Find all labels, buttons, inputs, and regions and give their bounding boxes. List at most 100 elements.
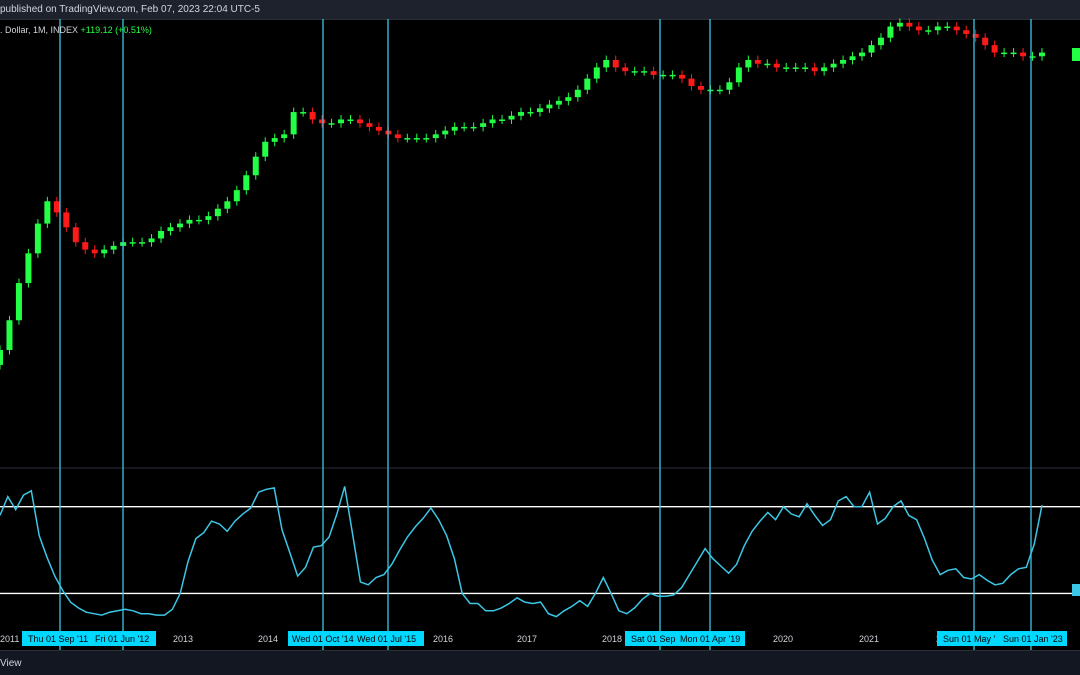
candle-body: [148, 238, 155, 243]
candle-body: [641, 71, 648, 73]
marker-tag-label: Wed 01 Jul '15: [357, 634, 416, 644]
candle-body: [262, 141, 269, 157]
candle-body: [735, 67, 742, 83]
candle-body: [214, 208, 221, 217]
candle-body: [91, 249, 98, 254]
right-price-markers: [1072, 48, 1080, 596]
candle-body: [53, 201, 60, 213]
candle-body: [110, 245, 117, 250]
candle-body: [783, 67, 790, 69]
publisher-info: published on TradingView.com, Feb 07, 20…: [0, 4, 260, 15]
candle-body: [233, 190, 240, 202]
candle-body: [15, 283, 22, 321]
marker-tag-box: [288, 631, 424, 646]
marker-tag-box: [625, 631, 745, 646]
candle-body: [631, 71, 638, 73]
candle-body: [849, 56, 856, 60]
candle-body: [101, 249, 108, 254]
candle-body: [1010, 52, 1017, 55]
candle-body: [290, 112, 297, 135]
candle-body: [72, 227, 79, 243]
candle-body: [82, 242, 89, 250]
candle-body: [603, 60, 610, 68]
candle-body: [176, 223, 183, 228]
oscillator-series: [0, 486, 1043, 618]
candle-body: [224, 201, 231, 209]
marker-tag-box: [22, 631, 156, 646]
candle-body: [859, 52, 866, 57]
candle-body: [830, 63, 837, 68]
oscillator-level-lines: [0, 506, 1080, 595]
footer-bar: View: [0, 650, 1080, 675]
candle-body: [764, 63, 771, 66]
x-tick-label: 2013: [173, 634, 193, 644]
marker-tag-label: Fri 01 Jun '12: [95, 634, 149, 644]
candle-body: [63, 212, 70, 228]
candle-body: [319, 119, 326, 124]
candle-body: [518, 112, 524, 116]
candle-body: [480, 123, 487, 127]
candle-body: [660, 74, 667, 77]
candle-body: [773, 63, 780, 68]
marker-tag-label: Wed 01 Oct '14: [292, 634, 354, 644]
candle-body: [442, 130, 449, 135]
candle-body: [366, 123, 373, 127]
candle-body: [423, 138, 430, 140]
candle-body: [375, 126, 382, 131]
marker-tag-label: Mon 01 Apr '19: [680, 634, 740, 644]
marker-date-tags: Thu 01 Sep '11 Fri 01 Jun '12 Wed 01 Oct '…: [22, 631, 1067, 646]
x-tick-label: 2020: [773, 634, 793, 644]
candle-body: [404, 138, 411, 140]
candle-body: [906, 22, 913, 27]
candle-body: [508, 115, 515, 120]
candle-body: [925, 30, 932, 32]
candle-body: [963, 30, 970, 34]
candle-body: [186, 219, 193, 224]
x-tick-label: 2021: [859, 634, 879, 644]
candle-body: [413, 138, 420, 140]
candle-body: [252, 156, 259, 176]
price-change: +119.12 (+0.51%): [80, 25, 152, 35]
candle-body: [25, 253, 32, 284]
candle-body: [1029, 56, 1036, 58]
candle-body: [726, 82, 733, 90]
candle-body: [612, 60, 619, 68]
candle-body: [622, 67, 629, 72]
candle-body: [840, 60, 847, 64]
candle-body: [650, 71, 657, 75]
x-tick-label: 2016: [433, 634, 453, 644]
candle-body: [205, 216, 212, 220]
candle-body: [934, 26, 941, 31]
candle-body: [574, 89, 581, 98]
oscillator-line: [0, 486, 1043, 618]
last-price-marker: [1072, 48, 1080, 61]
candle-body: [347, 119, 354, 121]
candle-body: [0, 350, 3, 365]
marker-tag-label: Sun 01 May ': [943, 634, 996, 644]
marker-tag-box: [937, 631, 1067, 646]
candle-body: [432, 134, 439, 139]
candle-body: [243, 175, 250, 191]
candlestick-series: [0, 18, 1045, 370]
candle-body: [555, 100, 562, 105]
candle-body: [271, 138, 278, 142]
candle-body: [34, 223, 41, 254]
candle-body: [489, 119, 496, 124]
candle-body: [688, 78, 695, 87]
candle-body: [167, 227, 174, 232]
candle-body: [584, 78, 591, 90]
marker-tag-label: Thu 01 Sep '11: [28, 634, 88, 644]
candle-body: [338, 119, 345, 124]
candle-body: [593, 67, 600, 79]
candle-body: [944, 26, 951, 29]
x-tick-label: 2018: [602, 634, 622, 644]
candle-body: [745, 60, 752, 68]
candle-body: [716, 89, 723, 92]
candle-body: [877, 37, 884, 46]
candle-body: [991, 45, 998, 53]
candle-body: [811, 67, 818, 72]
candle-body: [887, 26, 894, 38]
candle-body: [565, 97, 572, 101]
candle-body: [546, 104, 553, 109]
